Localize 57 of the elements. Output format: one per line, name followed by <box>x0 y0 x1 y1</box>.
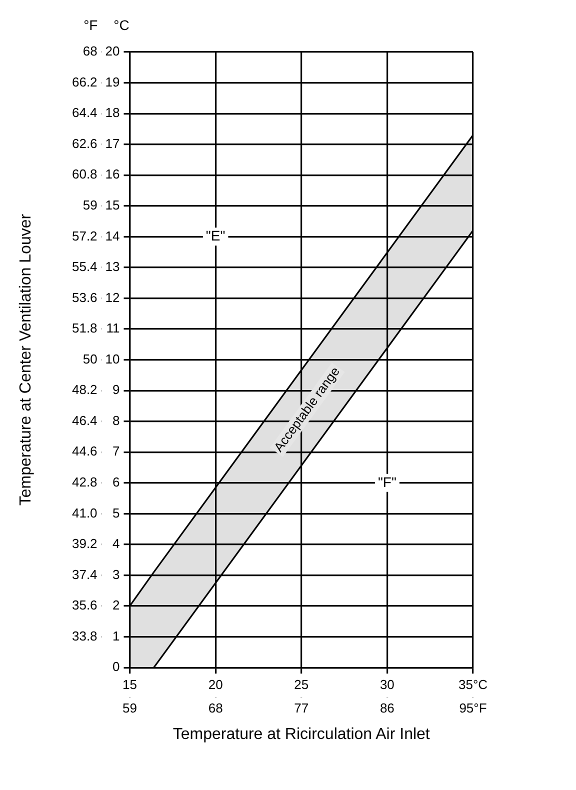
y2-tick-label: 64.4 <box>72 105 98 120</box>
y2-tick-label: 39.2 <box>72 536 98 552</box>
y2-tick-label: 53.6 <box>72 290 98 305</box>
x-tick-label: 30 <box>380 676 394 692</box>
y-tick-label: 8 <box>112 412 120 428</box>
y2-tick-label: 68 <box>82 44 98 59</box>
y-tick-label: 13 <box>105 259 120 274</box>
y-tick-label: 9 <box>112 382 120 398</box>
x-tick-label: 20 <box>208 676 223 692</box>
y2-tick-label: 35.6 <box>72 598 98 613</box>
y-tick-label: 1 <box>112 628 120 644</box>
annotation: "F" <box>378 474 396 490</box>
y-tick-label: 7 <box>112 444 120 459</box>
x-tick-label: 35°C <box>458 676 488 692</box>
y-tick-label: 14 <box>105 228 120 244</box>
y2-tick-label: 46.4 <box>72 412 98 428</box>
y2-tick-label: 62.6 <box>72 136 98 151</box>
y2-tick-label: 41.0 <box>72 505 98 520</box>
y-tick-label: 2 <box>112 598 120 613</box>
y2-tick-label: 44.6 <box>72 444 98 459</box>
x2-tick-label: 68 <box>208 700 223 716</box>
y-tick-label: 6 <box>112 474 120 490</box>
y2-tick-label: 57.2 <box>72 228 98 244</box>
y2-tick-label: 37.4 <box>72 566 98 582</box>
y2-tick-label: 51.8 <box>72 320 98 336</box>
x2-tick-label: 59 <box>122 700 137 716</box>
y2-tick-label: 42.8 <box>72 474 98 490</box>
y2-tick-label: 55.4 <box>72 259 98 274</box>
y2-axis-title: Temperature at Center Ventilation Louver <box>17 213 34 506</box>
x2-tick-label: 77 <box>294 700 309 716</box>
y2-tick-label: 60.8 <box>72 166 98 182</box>
y-tick-label: 15 <box>105 197 120 212</box>
y-tick-label: 17 <box>105 136 120 151</box>
y-tick-label: 12 <box>105 290 120 305</box>
x-axis-title: Temperature at Ricirculation Air Inlet <box>172 726 430 743</box>
text: °C <box>114 16 130 33</box>
text: °F <box>84 16 98 33</box>
y-tick-label: 5 <box>112 505 120 520</box>
y-tick-label: 18 <box>105 105 120 120</box>
y2-tick-label: 48.2 <box>72 382 98 398</box>
y2-tick-label: 33.8 <box>72 628 98 644</box>
y-tick-label: 19 <box>105 74 120 90</box>
y-tick-label: 10 <box>105 351 120 366</box>
x-tick-label: 25 <box>294 676 309 692</box>
y-tick-label: 11 <box>106 320 120 336</box>
y-tick-label: 0 <box>112 659 120 674</box>
x2-tick-label: 86 <box>380 700 394 716</box>
annotation: "E" <box>206 228 226 244</box>
y-tick-label: 3 <box>112 566 120 582</box>
y2-tick-label: 59 <box>82 197 98 212</box>
y-tick-label: 20 <box>105 44 120 59</box>
x-tick-label: 15 <box>122 676 137 692</box>
y2-tick-label: 66.2 <box>72 74 98 90</box>
y-tick-label: 16 <box>105 166 120 182</box>
y-tick-label: 4 <box>112 536 120 552</box>
x2-tick-label: 95°F <box>459 700 487 716</box>
y2-tick-label: 50 <box>82 351 98 366</box>
